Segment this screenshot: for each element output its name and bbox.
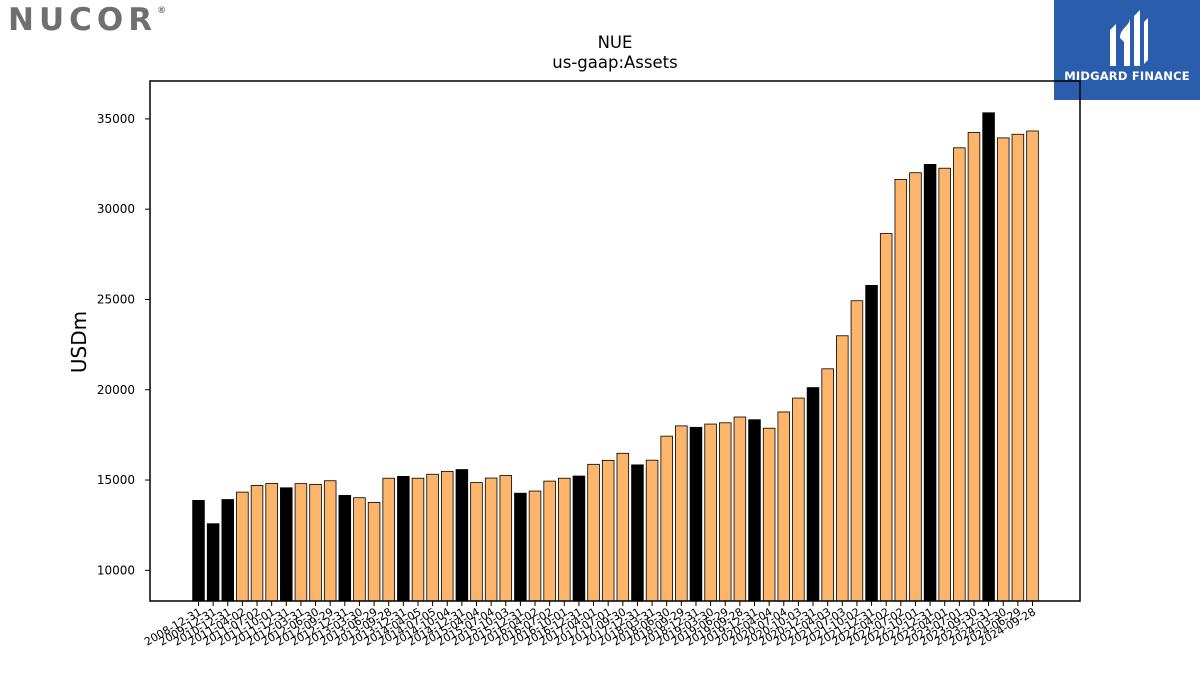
midgard-logo-icon <box>1110 10 1148 66</box>
bar <box>836 335 849 602</box>
y-tick-label: 35000 <box>97 112 135 126</box>
bar <box>616 452 630 602</box>
y-tick-label: 25000 <box>97 292 135 306</box>
bar <box>587 463 600 602</box>
bar <box>777 411 791 602</box>
bar <box>601 459 615 602</box>
bar <box>338 494 352 602</box>
registered-mark: ® <box>157 6 167 16</box>
bar <box>294 483 308 602</box>
bar <box>543 480 556 602</box>
chart-subtitle: us-gaap:Assets <box>552 53 677 72</box>
midgard-finance-logo: MIDGARD FINANCE <box>1054 0 1200 100</box>
nucor-logo: NUCOR® <box>8 2 166 38</box>
bar <box>1026 130 1039 602</box>
bar <box>660 435 673 602</box>
bar <box>309 483 322 602</box>
y-tick-label: 20000 <box>97 383 135 397</box>
bar <box>850 300 864 602</box>
bar <box>206 523 220 602</box>
bar <box>192 500 205 602</box>
bar <box>353 497 366 602</box>
bar <box>748 419 761 602</box>
bar <box>806 387 820 602</box>
bar <box>821 368 834 602</box>
bar <box>455 469 469 602</box>
bar <box>689 426 703 602</box>
bar <box>953 147 966 602</box>
bar <box>558 477 571 602</box>
chart-title: NUE <box>598 33 633 52</box>
bar <box>499 475 513 602</box>
bar <box>528 490 542 602</box>
bar <box>221 499 235 602</box>
bar <box>631 464 644 602</box>
bar <box>982 112 995 602</box>
bar <box>879 233 893 602</box>
y-tick-label: 30000 <box>97 202 135 216</box>
bars-group <box>192 112 1039 602</box>
plot-frame <box>149 80 1081 602</box>
bar <box>909 172 922 602</box>
bar <box>426 473 439 602</box>
bar <box>514 492 527 602</box>
bar <box>996 137 1010 602</box>
bar <box>923 164 937 602</box>
bar <box>1011 133 1025 602</box>
bar <box>280 487 293 602</box>
bar <box>470 482 483 602</box>
bar <box>367 502 381 602</box>
nucor-logo-text: NUCOR <box>8 2 158 38</box>
bar <box>265 483 278 602</box>
y-axis-label: USDm <box>67 311 91 373</box>
bar <box>938 167 951 602</box>
y-axis-ticks: 10000 15000 20000 25000 30000 35000 <box>97 112 150 577</box>
y-tick-label: 15000 <box>97 473 135 487</box>
bar <box>572 475 586 602</box>
bar <box>792 397 805 602</box>
midgard-logo-text: MIDGARD FINANCE <box>1064 69 1190 83</box>
bar <box>762 427 776 602</box>
bar <box>382 477 395 602</box>
bar <box>704 423 717 602</box>
bar <box>484 477 498 602</box>
bar <box>894 178 908 602</box>
bar <box>440 470 454 602</box>
bar <box>967 132 981 602</box>
bar <box>397 476 410 602</box>
bar <box>675 425 688 602</box>
bar <box>865 284 878 602</box>
bar <box>236 491 249 602</box>
bar <box>250 485 264 602</box>
bar <box>733 416 747 602</box>
x-axis-ticks: 2008-12-312009-12-312010-12-312011-04-02… <box>142 601 1038 649</box>
bar <box>645 459 659 602</box>
bar <box>323 480 337 602</box>
bar <box>411 477 425 602</box>
y-tick-label: 10000 <box>97 563 135 577</box>
bar <box>718 422 732 602</box>
